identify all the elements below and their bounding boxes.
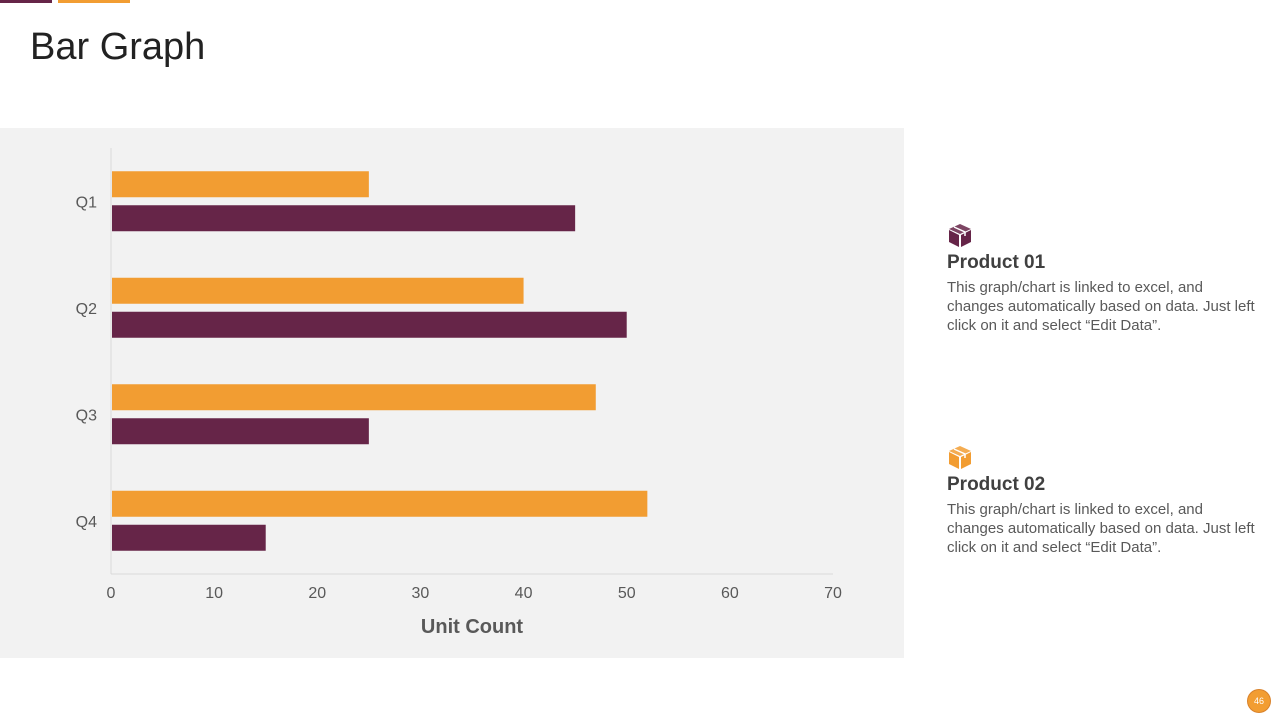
x-tick-label: 50 [618, 585, 636, 602]
x-tick-label: 60 [721, 585, 739, 602]
legend-description: This graph/chart is linked to excel, and… [947, 501, 1255, 556]
page-number-badge: 46 [1248, 690, 1270, 712]
legend-product-01: Product 01 This graph/chart is linked to… [947, 222, 1257, 335]
box-icon [949, 446, 971, 469]
bar[interactable] [112, 311, 627, 338]
bar[interactable] [112, 277, 524, 304]
y-tick-label: Q3 [76, 407, 97, 424]
x-tick-label: 0 [107, 585, 116, 602]
x-tick-label: 10 [205, 585, 223, 602]
bar[interactable] [112, 524, 266, 551]
chart-panel[interactable]: Q1 Q2 Q3 Q4 0 10 20 30 40 50 60 70 Unit Count [0, 128, 904, 658]
top-accent-bar-purple [0, 0, 52, 3]
bar[interactable] [112, 205, 576, 232]
bar[interactable] [112, 171, 369, 198]
x-tick-label: 70 [824, 585, 842, 602]
legend-title: Product 01 [947, 252, 1046, 273]
bar-chart[interactable]: Q1 Q2 Q3 Q4 0 10 20 30 40 50 60 70 Unit Count [0, 128, 904, 658]
y-tick-label: Q4 [76, 514, 97, 531]
bar[interactable] [112, 418, 369, 445]
legend-description: This graph/chart is linked to excel, and… [947, 279, 1255, 334]
bar[interactable] [112, 490, 648, 517]
top-accent-bar-orange [58, 0, 130, 3]
x-axis-title: Unit Count [421, 616, 524, 638]
x-tick-label: 20 [308, 585, 326, 602]
page-title: Bar Graph [30, 26, 206, 68]
legend-product-02: Product 02 This graph/chart is linked to… [947, 444, 1257, 557]
y-tick-label: Q1 [76, 194, 97, 211]
bar[interactable] [112, 384, 596, 411]
x-tick-label: 40 [515, 585, 533, 602]
legend-title: Product 02 [947, 474, 1046, 495]
y-tick-label: Q2 [76, 301, 97, 318]
x-tick-label: 30 [412, 585, 430, 602]
box-icon [949, 224, 971, 247]
